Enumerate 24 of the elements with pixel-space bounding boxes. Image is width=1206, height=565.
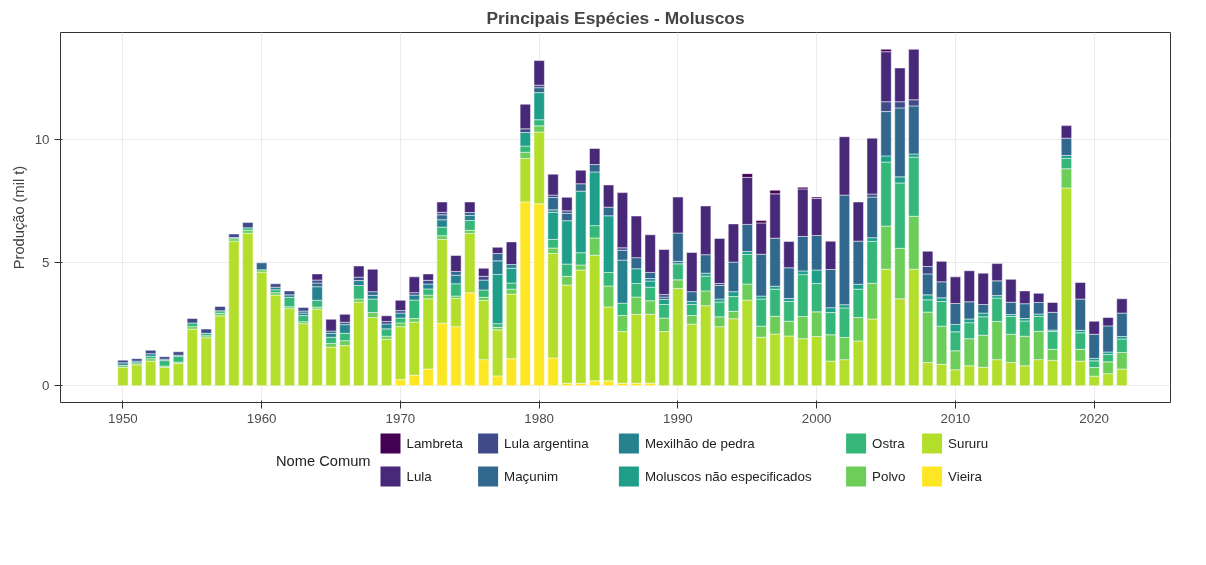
legend-label: Vieira bbox=[948, 469, 983, 484]
x-tick-label: 2010 bbox=[940, 410, 971, 426]
x-tick-label: 1980 bbox=[524, 410, 555, 426]
legend-label: Lula bbox=[406, 469, 433, 484]
legend-label: Ostra bbox=[872, 436, 906, 451]
x-tick-label: 1990 bbox=[663, 410, 693, 426]
x-tick-label: 1950 bbox=[108, 410, 138, 426]
legend-label: Polvo bbox=[872, 469, 906, 484]
y-axis-title: Produção (mil t) bbox=[10, 165, 27, 270]
x-tick-label: 1960 bbox=[246, 410, 277, 426]
x-tick-label: 2020 bbox=[1079, 410, 1110, 426]
legend-label: Moluscos não especificados bbox=[644, 469, 812, 484]
x-tick-label: 1970 bbox=[385, 410, 416, 426]
legend-label: Maçunim bbox=[504, 469, 559, 484]
y-tick-label: 10 bbox=[34, 131, 50, 147]
legend-label: Lula argentina bbox=[504, 436, 590, 451]
legend-label: Mexilhão de pedra bbox=[644, 436, 756, 451]
legend-label: Sururu bbox=[948, 436, 989, 451]
legend-label: Lambreta bbox=[406, 436, 464, 451]
chart-title: Principais Espécies - Moluscos bbox=[486, 7, 745, 28]
y-tick-label: 0 bbox=[42, 378, 50, 394]
y-tick-label: 5 bbox=[42, 255, 50, 271]
x-tick-label: 2000 bbox=[801, 410, 832, 426]
legend-title: Nome Comum bbox=[276, 452, 371, 469]
